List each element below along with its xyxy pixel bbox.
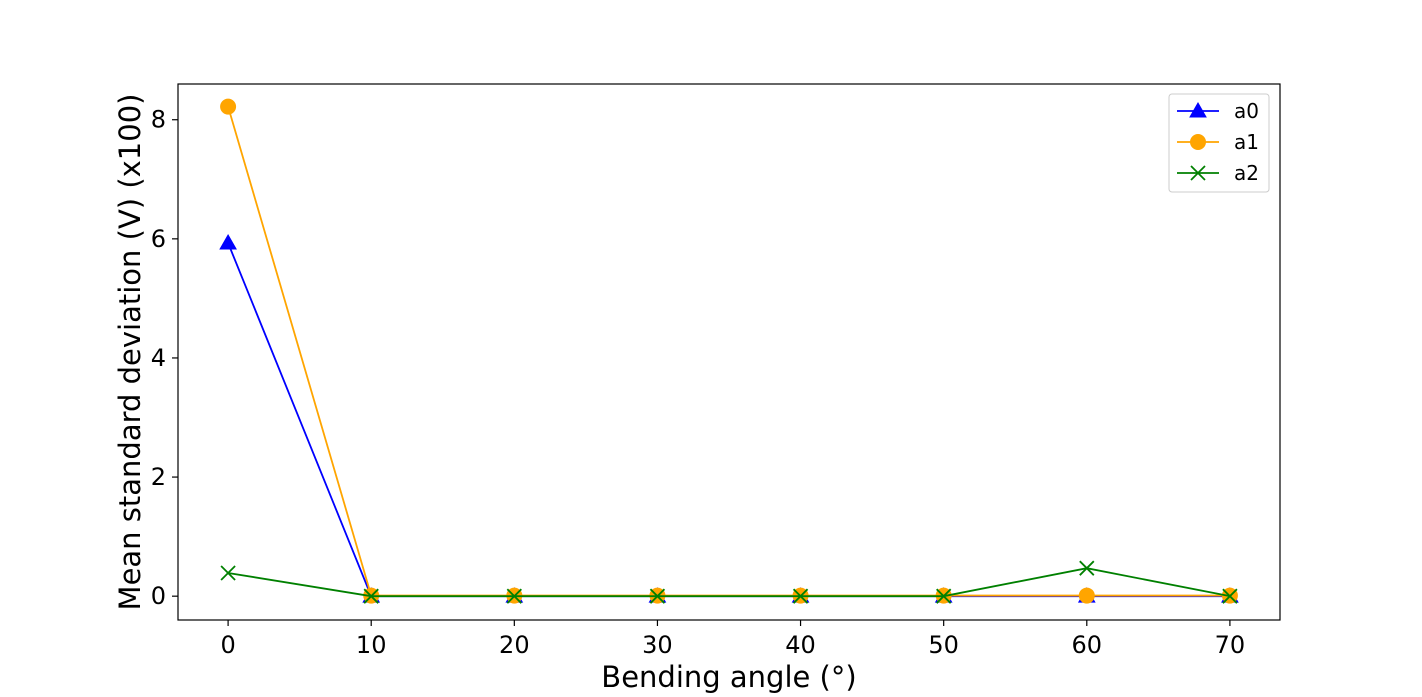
data-point-a2-stroke-b — [792, 588, 809, 604]
data-point-a2-stroke-b — [1079, 560, 1095, 576]
x-tick-label: 40 — [785, 631, 816, 659]
legend-marker-a2-stroke-b — [1190, 165, 1206, 181]
data-point-a1 — [220, 98, 237, 115]
data-point-a2 — [363, 588, 379, 604]
x-tick-label: 70 — [1215, 631, 1246, 659]
data-point-a2 — [936, 588, 952, 604]
x-tick-label: 10 — [356, 631, 387, 659]
y-tick-label: 6 — [151, 225, 166, 253]
data-point-a2 — [506, 588, 522, 604]
x-tick-label: 20 — [499, 631, 530, 659]
legend-marker-a1 — [1190, 134, 1206, 150]
legend-label-a2: a2 — [1234, 161, 1259, 185]
legend-marker-a2 — [1190, 165, 1206, 181]
legend-label-a1: a1 — [1234, 130, 1259, 154]
data-point-a2 — [1079, 560, 1095, 576]
legend-frame — [1168, 93, 1270, 193]
plot-area — [177, 83, 1281, 621]
series-line-a2 — [227, 567, 1231, 598]
data-point-a2 — [220, 565, 236, 581]
legend: a0 a1 a2 — [1168, 93, 1270, 193]
y-tick-label: 8 — [151, 106, 166, 134]
x-tick-label: 50 — [928, 631, 959, 659]
x-axis-title: Bending angle (°) — [601, 660, 856, 694]
data-point-a2-stroke-b — [1222, 588, 1238, 604]
data-point-a1 — [1078, 587, 1095, 604]
y-axis-title: Mean standard deviation (V) (x100) — [113, 94, 147, 611]
data-point-a2-stroke-b — [220, 565, 236, 581]
x-tick-label: 30 — [642, 631, 673, 659]
y-tick-label: 2 — [151, 463, 166, 491]
series-layer — [219, 98, 1239, 604]
data-point-a2 — [649, 588, 666, 604]
x-axis-ticks: 0 10 20 30 40 50 60 70 — [220, 620, 1245, 659]
x-tick-label: 60 — [1072, 631, 1103, 659]
y-tick-label: 0 — [151, 582, 166, 610]
data-point-a2-stroke-b — [506, 588, 522, 604]
data-point-a2 — [1222, 588, 1238, 604]
legend-marker-a0 — [1189, 101, 1207, 118]
data-point-a2 — [792, 588, 809, 604]
x-tick-label: 0 — [220, 631, 235, 659]
y-tick-label: 4 — [151, 344, 166, 372]
data-point-a2-stroke-b — [649, 588, 666, 604]
data-point-a2-stroke-b — [363, 588, 379, 604]
data-point-a0 — [219, 234, 237, 250]
data-point-a2-stroke-b — [936, 588, 952, 604]
y-axis-ticks: 0 2 4 6 8 — [151, 106, 178, 610]
legend-label-a0: a0 — [1234, 99, 1259, 123]
